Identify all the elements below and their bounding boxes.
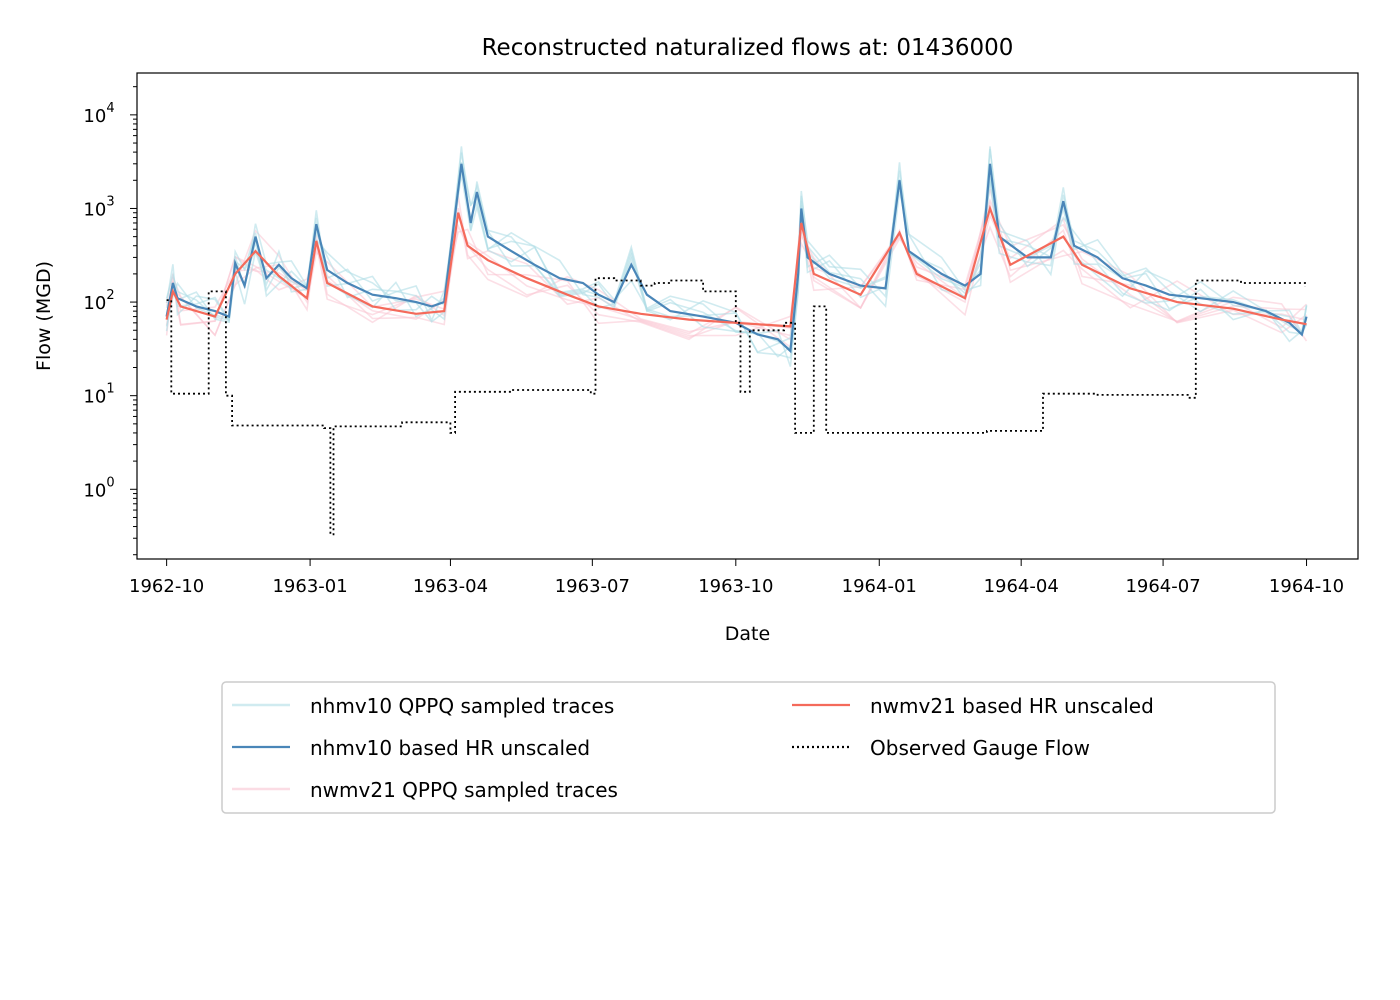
x-tick-label: 1963-01 — [272, 576, 347, 597]
nwmv21-trace-line — [165, 213, 1307, 337]
x-tick-label: 1964-07 — [1125, 576, 1200, 597]
x-tick-label: 1963-07 — [555, 576, 630, 597]
x-tick-label: 1963-04 — [413, 576, 488, 597]
y-tick-label: 101 — [83, 382, 114, 408]
nhmv10-hr-line — [165, 163, 1308, 354]
y-tick-base: 10 — [83, 106, 106, 127]
y-tick-exponent: 2 — [106, 288, 114, 303]
legend: nhmv10 QPPQ sampled traces nhmv10 based H… — [221, 681, 1276, 814]
y-tick-base: 10 — [83, 480, 106, 501]
nwmv21-trace-line — [165, 198, 1308, 349]
observed-gauge-line — [166, 277, 1306, 536]
y-tick-base: 10 — [83, 199, 106, 220]
y-tick-label: 104 — [83, 101, 114, 127]
x-tick-label: 1964-04 — [984, 576, 1059, 597]
x-tick-label: 1962-10 — [129, 576, 204, 597]
y-tick-base: 10 — [83, 293, 106, 314]
x-tick-label: 1964-10 — [1269, 576, 1344, 597]
legend-entry-label: nwmv21 QPPQ sampled traces — [310, 778, 618, 802]
x-axis-label: Date — [725, 623, 770, 645]
legend-entry-label: Observed Gauge Flow — [870, 736, 1090, 760]
y-tick-label: 100 — [83, 475, 114, 501]
y-axis-label: Flow (MGD) — [33, 261, 55, 371]
plot-frame — [136, 72, 1359, 560]
series-layer — [165, 146, 1308, 536]
y-tick-label: 102 — [83, 288, 114, 314]
chart-title: Reconstructed naturalized flows at: 0143… — [482, 35, 1014, 61]
nhmv10-trace-line — [165, 162, 1308, 367]
nhmv10-trace-line — [165, 146, 1308, 359]
x-tick-label: 1964-01 — [842, 576, 917, 597]
nwmv21-trace-line — [165, 195, 1308, 342]
legend-box — [221, 681, 1276, 814]
legend-entry-label: nhmv10 based HR unscaled — [310, 736, 590, 760]
legend-entry-label: nhmv10 QPPQ sampled traces — [310, 694, 614, 718]
y-tick-exponent: 1 — [106, 382, 114, 397]
y-tick-exponent: 0 — [106, 475, 114, 490]
nhmv10-trace-line — [165, 148, 1308, 358]
y-tick-exponent: 3 — [106, 194, 114, 209]
y-tick-exponent: 4 — [106, 101, 114, 116]
y-tick-base: 10 — [83, 387, 106, 408]
nhmv10-trace-line — [165, 146, 1308, 354]
y-tick-label: 103 — [83, 194, 114, 220]
x-axis: 1962-10 1963-01 1963-04 1963-07 1963-10 1964-… — [129, 559, 1344, 597]
nwmv21-hr-line — [165, 204, 1307, 328]
x-tick-label: 1963-10 — [698, 576, 773, 597]
legend-entry-label: nwmv21 based HR unscaled — [870, 694, 1154, 718]
